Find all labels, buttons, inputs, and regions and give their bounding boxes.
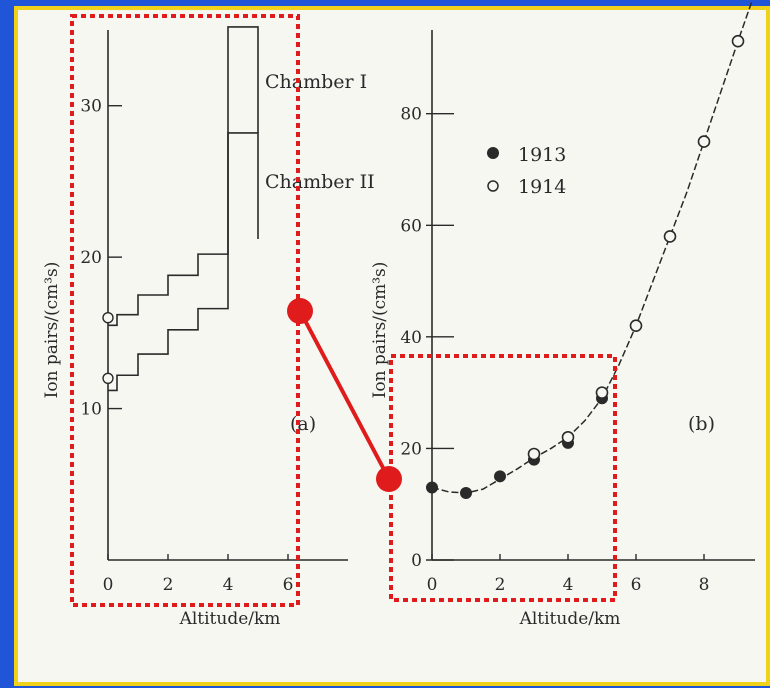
panel-a-label: (a) — [290, 413, 316, 435]
panel-a-x-tick-label: 0 — [103, 575, 114, 595]
panel-b-y-tick-label: 0 — [411, 551, 422, 571]
panel-b-y-tick-label: 80 — [400, 105, 422, 125]
panel-a-y-tick-label: 30 — [80, 97, 102, 117]
figure-panel — [18, 10, 766, 682]
panel-b-y-tick-label: 60 — [400, 216, 422, 236]
panel-a-step-line-1 — [108, 26, 259, 327]
point-1914 — [731, 34, 745, 48]
point-1914 — [697, 135, 711, 148]
point-1914 — [561, 430, 575, 444]
panel-a-series-label-chamber-2: Chamber II — [265, 171, 375, 193]
panel-a-x-tick-label: 6 — [283, 575, 294, 595]
panel-b-y-tick-label: 20 — [400, 439, 422, 459]
panel-a-y-tick-label: 20 — [80, 248, 102, 268]
panel-b-fit-line — [431, 1, 753, 494]
panel-a-ylabel: Ion pairs/(cm³s) — [42, 262, 62, 399]
panel-a-x-tick-label: 2 — [163, 575, 174, 595]
panel-a-tick-labels: 0 2 4 6 10 20 30 — [80, 97, 293, 595]
point-1914 — [629, 319, 643, 332]
legend-marker-1913 — [487, 147, 499, 159]
highlight-connector-line — [298, 310, 391, 480]
panel-b-x-tick-label: 2 — [495, 575, 506, 595]
panel-a-xlabel: Altitude/km — [179, 609, 281, 629]
legend-marker-1914 — [487, 180, 499, 192]
panel-a: 0 2 4 6 10 20 30 Chamber I Chamber II (a) Alti… — [42, 26, 375, 629]
panel-b-x-tick-label: 6 — [631, 575, 642, 595]
panel-b-label: (b) — [688, 413, 715, 435]
panel-a-axes — [107, 30, 348, 561]
panel-b-axes — [426, 30, 755, 561]
panel-b-x-tick-label: 4 — [563, 575, 574, 595]
legend-label-1914: 1914 — [518, 176, 566, 198]
point-1914 — [527, 447, 541, 461]
highlight-connector-dot-a — [287, 298, 313, 324]
legend-label-1913: 1913 — [518, 144, 566, 166]
point-1913 — [460, 487, 472, 500]
point-1913 — [494, 470, 506, 483]
highlight-connector-dot-b — [376, 466, 402, 492]
point-1914 — [663, 230, 677, 243]
highlight-box-panel-a — [70, 14, 300, 607]
panel-b-x-tick-label: 8 — [699, 575, 710, 595]
panel-b-points — [426, 34, 745, 500]
panel-b-ylabel: Ion pairs/(cm³s) — [370, 262, 390, 399]
panel-b-legend: 1913 1914 — [487, 144, 566, 198]
point-1914 — [595, 386, 609, 399]
panel-a-marker-1 — [102, 312, 114, 324]
panel-a-y-tick-label: 10 — [80, 400, 102, 420]
panel-a-series — [108, 26, 259, 392]
panel-b-x-tick-label: 0 — [427, 575, 438, 595]
panel-b-y-tick-label: 40 — [400, 328, 422, 348]
panel-a-marker-2 — [102, 372, 114, 384]
panel-b-xlabel: Altitude/km — [519, 609, 621, 629]
panel-a-step-line-2 — [108, 132, 259, 392]
panel-a-x-tick-label: 4 — [223, 575, 234, 595]
point-1913 — [426, 481, 438, 494]
panel-a-series-label-chamber-1: Chamber I — [265, 71, 367, 93]
panel-a-markers — [102, 312, 114, 384]
highlight-annotations — [70, 14, 617, 607]
panel-b-fit-curve — [431, 1, 753, 494]
